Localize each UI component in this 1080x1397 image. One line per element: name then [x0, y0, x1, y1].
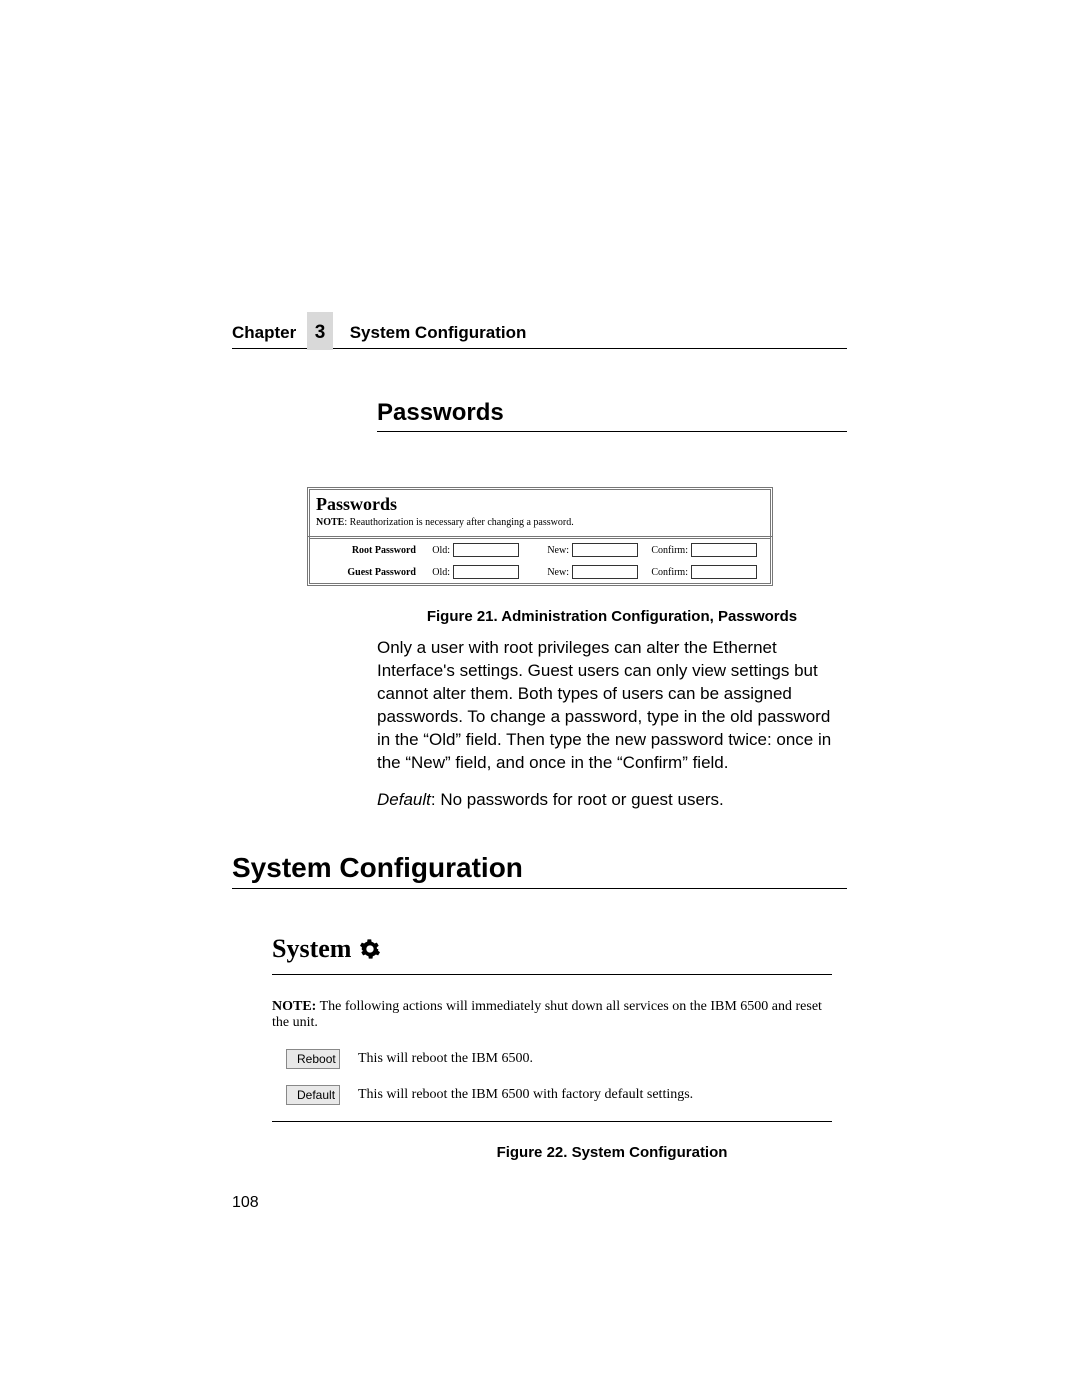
old-label: Old:	[420, 545, 453, 556]
note-text: The following actions will immediately s…	[272, 999, 822, 1030]
chapter-number: 3	[307, 312, 334, 350]
section-heading-passwords: Passwords	[377, 399, 847, 432]
default-description: This will reboot the IBM 6500 with facto…	[358, 1087, 693, 1103]
reboot-description: This will reboot the IBM 6500.	[358, 1051, 533, 1067]
note-label: NOTE:	[272, 999, 316, 1014]
chapter-title: System Configuration	[350, 323, 527, 342]
guest-new-password-input[interactable]	[572, 565, 638, 579]
root-old-password-input[interactable]	[453, 543, 519, 557]
passwords-description-paragraph: Only a user with root privileges can alt…	[377, 637, 847, 775]
page-number: 108	[232, 1194, 259, 1212]
passwords-configuration-panel: Passwords NOTE: Reauthorization is neces…	[307, 487, 773, 586]
confirm-label: Confirm:	[638, 545, 691, 556]
root-password-label: Root Password	[316, 545, 420, 556]
new-label: New:	[519, 545, 572, 556]
guest-confirm-password-input[interactable]	[691, 565, 757, 579]
system-panel-header: System	[272, 934, 832, 975]
default-row: Default This will reboot the IBM 6500 wi…	[272, 1085, 832, 1105]
gear-icon	[359, 938, 381, 960]
figure-21-caption: Figure 21. Administration Configuration,…	[377, 608, 847, 625]
old-label: Old:	[420, 567, 453, 578]
chapter-label: Chapter	[232, 323, 296, 342]
figure-22-caption: Figure 22. System Configuration	[377, 1144, 847, 1161]
default-label: Default	[377, 790, 431, 809]
note-label: NOTE	[316, 517, 344, 528]
divider	[272, 1121, 832, 1122]
guest-password-row: Guest Password Old: New: Confirm:	[310, 561, 770, 583]
reboot-row: Reboot This will reboot the IBM 6500.	[272, 1049, 832, 1069]
system-note: NOTE: The following actions will immedia…	[272, 999, 832, 1031]
root-new-password-input[interactable]	[572, 543, 638, 557]
passwords-panel-note: NOTE: Reauthorization is necessary after…	[310, 515, 770, 536]
guest-old-password-input[interactable]	[453, 565, 519, 579]
guest-password-label: Guest Password	[316, 567, 420, 578]
new-label: New:	[519, 567, 572, 578]
reboot-button[interactable]: Reboot	[286, 1049, 340, 1069]
chapter-header: Chapter 3 System Configuration	[232, 322, 847, 349]
system-panel-title: System	[272, 934, 351, 964]
default-button[interactable]: Default	[286, 1085, 340, 1105]
default-text: : No passwords for root or guest users.	[431, 790, 724, 809]
root-confirm-password-input[interactable]	[691, 543, 757, 557]
system-configuration-panel: System NOTE: The following actions will …	[272, 934, 832, 1122]
confirm-label: Confirm:	[638, 567, 691, 578]
passwords-default-paragraph: Default: No passwords for root or guest …	[377, 789, 847, 812]
note-text: : Reauthorization is necessary after cha…	[344, 517, 573, 528]
passwords-panel-title: Passwords	[310, 490, 770, 515]
section-heading-system-configuration: System Configuration	[232, 852, 847, 889]
root-password-row: Root Password Old: New: Confirm:	[310, 539, 770, 561]
